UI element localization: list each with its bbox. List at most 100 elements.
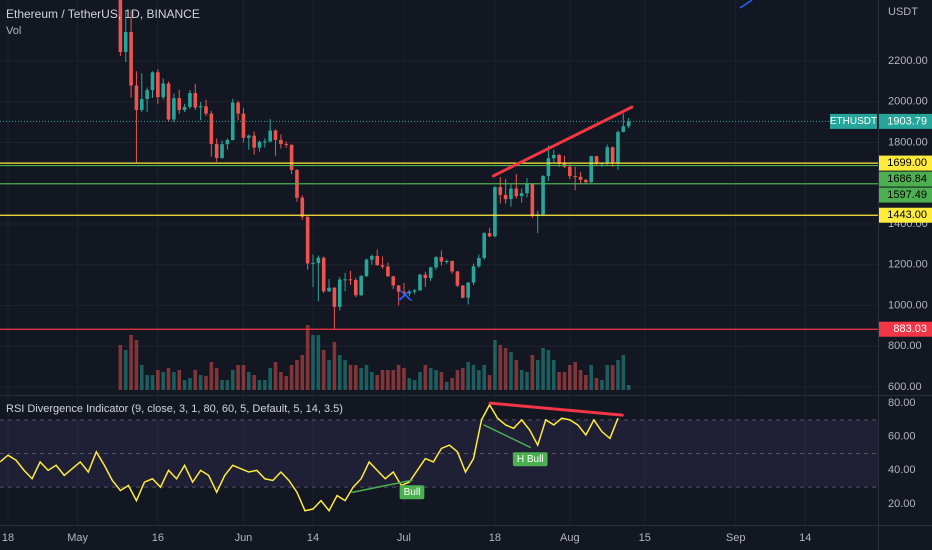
candle-body (321, 257, 326, 292)
candle-body (610, 147, 615, 163)
candle-body (332, 287, 337, 307)
x-tick-label: 18 (489, 532, 501, 544)
candle-body (412, 290, 417, 292)
x-tick-label: Jul (397, 532, 411, 544)
level-label: 1699.00 (887, 157, 927, 169)
candle-body (118, 0, 123, 52)
volume-bar (557, 372, 561, 390)
volume-bar (487, 375, 492, 390)
rsi-line (0, 403, 619, 513)
candle-body (129, 31, 133, 86)
candle-body (305, 216, 310, 264)
volume-bar (455, 370, 460, 390)
volume-bar (568, 365, 572, 390)
candle-body (327, 287, 331, 292)
candle-body (391, 276, 396, 286)
candle-body (616, 131, 620, 163)
volume-bar (337, 355, 342, 390)
candle-body (268, 130, 272, 142)
volume-bar (193, 370, 198, 390)
candle-body (364, 259, 369, 277)
volume-bar (305, 325, 310, 390)
volume-bar (589, 365, 594, 390)
candle-body (541, 175, 545, 215)
candle-body (343, 279, 347, 281)
x-tick-label: Sep (726, 532, 746, 544)
candle-body (348, 279, 353, 281)
volume-bar (214, 368, 219, 390)
candle-body (257, 141, 262, 148)
axes: 18 May 16 Jun 14 Jul 18 Aug 15 Sep 14 600.00 800.00 1… (2, 55, 932, 544)
candle-body (123, 31, 128, 52)
y-tick-label: 1800.00 (888, 136, 928, 148)
candle-body (428, 267, 433, 279)
candle-body (530, 183, 535, 217)
divergence-line (351, 479, 413, 494)
divergence-label: Bull (404, 487, 421, 498)
volume-bar (236, 365, 240, 390)
candle-body (214, 143, 219, 158)
candle-body (156, 72, 160, 98)
volume-bar (444, 382, 449, 390)
volume-bar (509, 352, 513, 390)
volume-bar (621, 355, 626, 390)
volume-bar (477, 370, 481, 390)
volume-bar (525, 372, 529, 390)
divergence-tag (512, 452, 548, 467)
candle-body (209, 113, 214, 144)
rsi-title: RSI Divergence Indicator (9, close, 3, 1… (6, 403, 343, 415)
volume-bar (316, 335, 321, 390)
y-tick-label: 1200.00 (888, 259, 928, 271)
candle-body (589, 156, 594, 183)
chart-title: Ethereum / TetherUS, 1D, BINANCE (6, 7, 200, 21)
candle-body (621, 126, 626, 132)
volume-bar (466, 362, 470, 390)
y-tick-label: 1000.00 (888, 299, 928, 311)
volume-bar (364, 365, 369, 390)
volume-bar (578, 370, 583, 390)
candle-body (241, 113, 246, 138)
volume-bar (434, 370, 438, 390)
candle-body (450, 261, 454, 272)
volume-bar (198, 375, 203, 390)
candle-body (423, 274, 428, 279)
volume-bar (530, 355, 535, 390)
level-label: 1597.49 (887, 189, 927, 201)
volume-bar (150, 375, 155, 390)
candle-body (514, 188, 519, 197)
volume-title: Vol (6, 25, 21, 37)
candle-body (573, 176, 577, 178)
volume-bar (541, 348, 545, 390)
volume-bar (257, 380, 262, 390)
drawing-mark (397, 289, 413, 302)
level-label: 1686.84 (887, 173, 927, 185)
volume-bar (503, 348, 508, 390)
volume-bar (230, 370, 235, 390)
y-tick-label: 2200.00 (888, 55, 928, 67)
volume-bar (471, 365, 476, 390)
volume-bar (327, 360, 331, 390)
candle-body (311, 263, 315, 265)
volume-bar (321, 350, 326, 390)
volume-bar (241, 365, 246, 390)
volume-bar (311, 335, 315, 390)
candle-body (594, 156, 599, 164)
volume-bar (354, 365, 358, 390)
candle-body (434, 257, 438, 268)
candle-body (273, 130, 278, 140)
volume-bar (209, 362, 214, 390)
price-pane (0, 0, 878, 390)
volume-bar (535, 360, 540, 390)
volume-bar (268, 368, 272, 390)
volume-bar (172, 372, 176, 390)
divergence-tag (399, 485, 425, 500)
candle-body (551, 154, 556, 159)
y-tick-label: 40.00 (888, 464, 916, 476)
candle-body (471, 266, 476, 283)
divergence-line (488, 401, 624, 417)
volume-bar (584, 375, 588, 390)
candle-body (578, 176, 583, 180)
volume-bar (428, 368, 433, 390)
volume-bar (412, 380, 417, 390)
